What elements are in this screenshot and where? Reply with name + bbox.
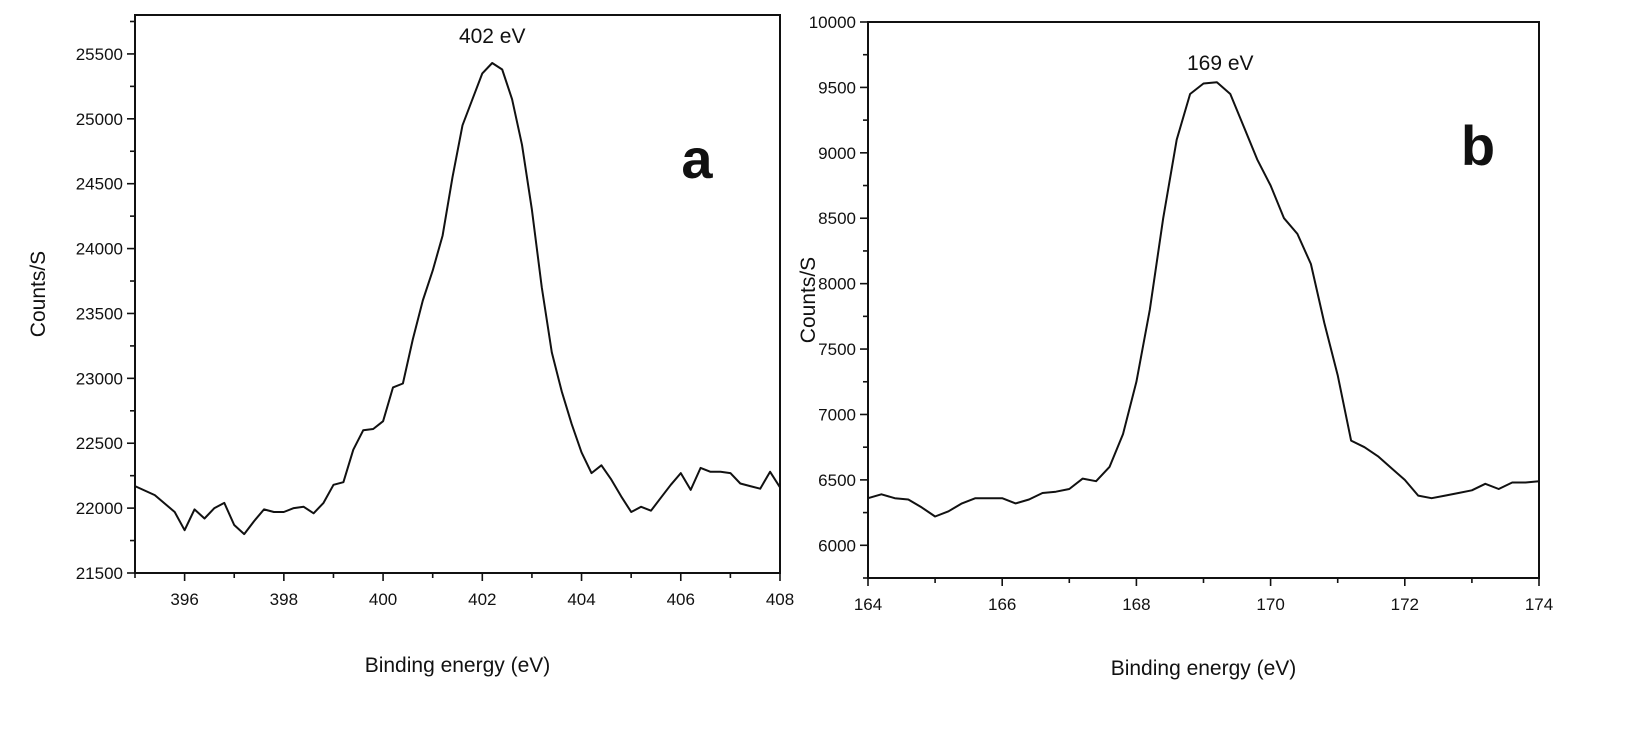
panel-letter-b: b	[1461, 114, 1495, 177]
y-tick-label: 24000	[76, 240, 123, 259]
tick-labels: 164 166 168 170 172 174 6000 6500 7000 7500 8000 85…	[809, 13, 1553, 614]
x-tick-label: 406	[667, 590, 695, 609]
y-tick-label: 25500	[76, 45, 123, 64]
x-tick-label: 396	[170, 590, 198, 609]
y-tick-label: 7500	[818, 340, 856, 359]
y-tick-label: 24500	[76, 175, 123, 194]
panel-letter-a: a	[681, 127, 713, 190]
x-tick-label: 170	[1256, 595, 1284, 614]
x-tick-label: 400	[369, 590, 397, 609]
peak-label-b: 169 eV	[1187, 52, 1254, 75]
tick-labels: 396 398 400 402 404 406 408 21500 22000 22500 2300…	[76, 45, 794, 609]
y-axis-title-a: Counts/S	[27, 251, 50, 337]
x-tick-label: 164	[854, 595, 882, 614]
y-tick-label: 23500	[76, 304, 123, 323]
peak-label-a: 402 eV	[459, 25, 526, 48]
x-tick-label: 404	[567, 590, 595, 609]
y-tick-label: 6500	[818, 471, 856, 490]
y-tick-label: 23000	[76, 369, 123, 388]
chart-panel-a: 396 398 400 402 404 406 408 21500 22000 22500 2300…	[27, 14, 794, 677]
x-tick-label: 174	[1525, 595, 1553, 614]
x-tick-label: 166	[988, 595, 1016, 614]
y-tick-label: 21500	[76, 564, 123, 583]
x-tick-label: 408	[766, 590, 794, 609]
y-tick-label: 6000	[818, 536, 856, 555]
x-tick-label: 402	[468, 590, 496, 609]
spectrum-line-a	[134, 62, 781, 536]
y-axis-title-b: Counts/S	[797, 257, 820, 343]
y-tick-label: 22500	[76, 434, 123, 453]
x-axis-title-a: Binding energy (eV)	[365, 654, 551, 677]
y-tick-label: 10000	[809, 13, 856, 32]
x-tick-label: 398	[270, 590, 298, 609]
y-tick-label: 9500	[818, 78, 856, 97]
y-tick-label: 8500	[818, 209, 856, 228]
x-tick-label: 172	[1391, 595, 1419, 614]
y-tick-label: 25000	[76, 110, 123, 129]
plot-frame-a	[134, 14, 781, 574]
y-tick-label: 22000	[76, 499, 123, 518]
axis-ticks	[860, 21, 1540, 586]
x-axis-title-b: Binding energy (eV)	[1111, 657, 1297, 680]
chart-panel-b: 164 166 168 170 172 174 6000 6500 7000 7500 8000 85…	[797, 13, 1553, 680]
y-tick-label: 8000	[818, 275, 856, 294]
axis-ticks	[127, 20, 781, 581]
y-tick-label: 9000	[818, 144, 856, 163]
y-tick-label: 7000	[818, 405, 856, 424]
spectrum-line-b	[867, 81, 1540, 518]
x-tick-label: 168	[1122, 595, 1150, 614]
plot-frame-b	[867, 21, 1540, 579]
